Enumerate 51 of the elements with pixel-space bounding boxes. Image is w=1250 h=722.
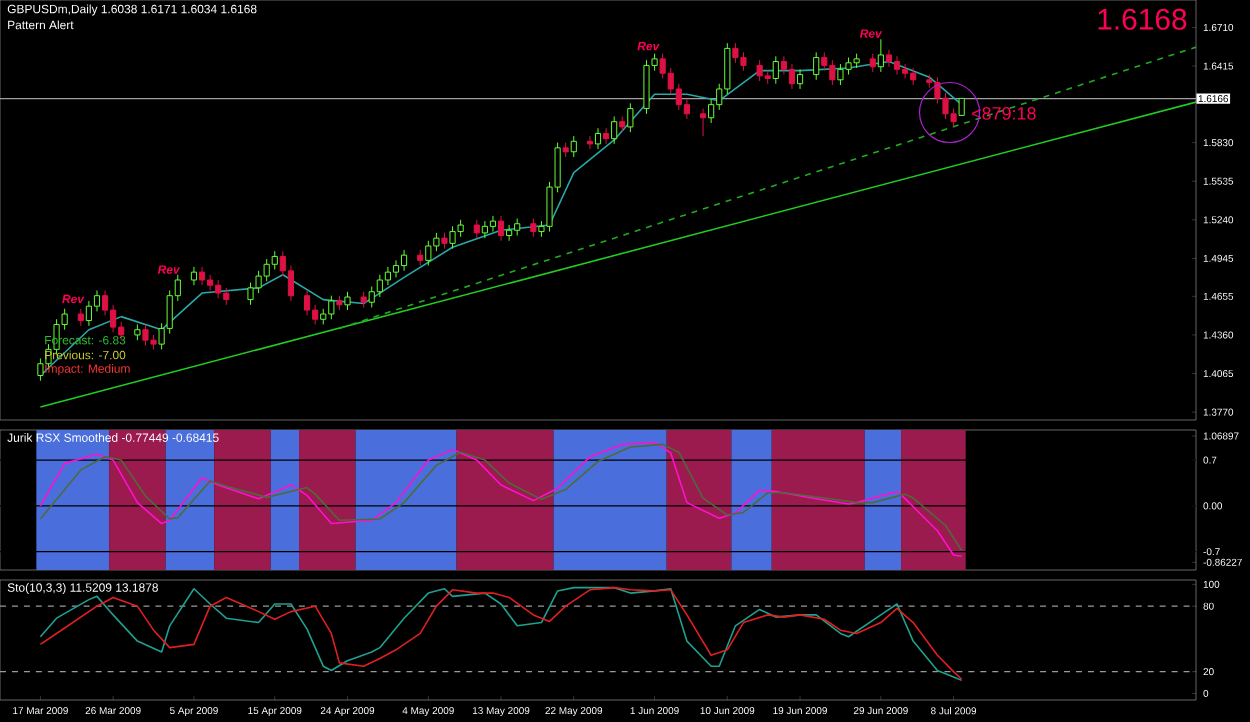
candlestick (611, 115, 618, 145)
candlestick (198, 266, 206, 286)
candlestick (829, 59, 836, 86)
candlestick (530, 218, 537, 238)
candlestick (627, 102, 634, 133)
candlestick (255, 270, 262, 294)
candlestick (821, 51, 828, 72)
candlestick (142, 323, 149, 346)
candlestick (643, 59, 650, 115)
candlestick (570, 135, 577, 158)
candlestick (247, 282, 254, 306)
candlestick (902, 63, 909, 79)
candlestick (449, 225, 456, 250)
candlestick (392, 259, 400, 278)
candlestick (877, 38, 884, 73)
candlestick (400, 249, 408, 272)
candlestick (813, 51, 820, 81)
candlestick (756, 59, 763, 82)
candlestick (376, 274, 383, 298)
candlestick (594, 127, 602, 150)
candlestick (732, 42, 739, 64)
candlestick (215, 279, 222, 299)
candlestick (85, 300, 92, 327)
candlestick (497, 215, 505, 242)
candlestick (788, 63, 796, 90)
candlestick (740, 51, 747, 72)
candlestick (893, 55, 901, 76)
candlestick (190, 266, 198, 286)
annotation: 1.6168 (1098, 8, 1187, 30)
candlestick (586, 135, 594, 150)
candlestick (328, 295, 335, 320)
candlestick (481, 220, 488, 239)
candlestick (506, 224, 513, 242)
candlestick (603, 127, 610, 145)
candlestick (869, 53, 876, 73)
candlestick (304, 289, 311, 316)
candlestick (796, 68, 804, 90)
candlestick (837, 63, 844, 86)
candlestick (772, 55, 779, 85)
candlestick (271, 250, 278, 271)
candlestick (780, 55, 787, 76)
candlestick (425, 240, 432, 267)
candlestick (885, 49, 893, 68)
candlestick (473, 219, 480, 239)
candlestick (368, 286, 375, 308)
candlestick (489, 215, 497, 233)
candlestick (263, 258, 270, 282)
candlestick (384, 266, 391, 286)
candlestick (344, 291, 351, 311)
candlestick (699, 108, 707, 137)
candlestick (207, 274, 214, 291)
